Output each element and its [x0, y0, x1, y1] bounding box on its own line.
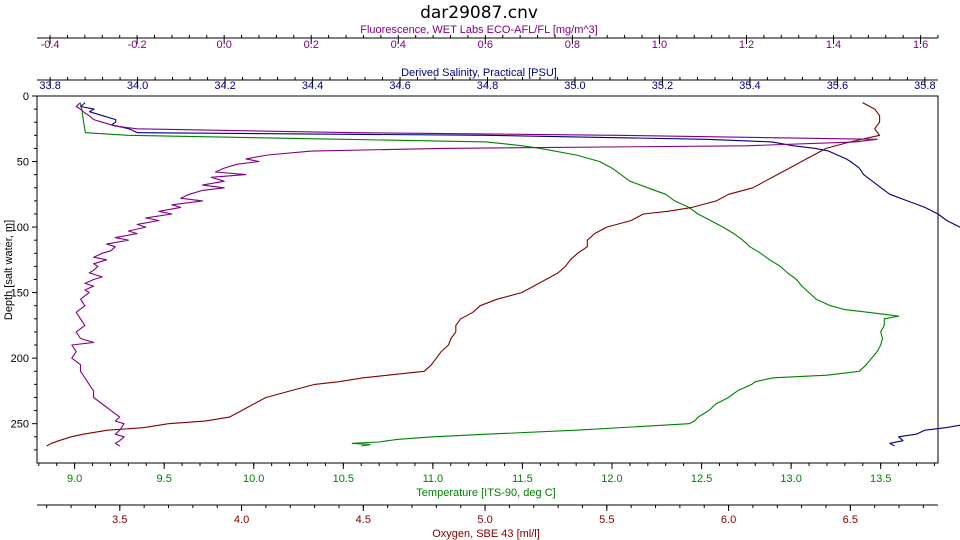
fluorescence-tick-label: 0.8: [565, 39, 580, 51]
oxygen-tick-label: 6.5: [843, 514, 858, 526]
temperature-tick-label: 12.0: [601, 473, 622, 485]
salinity-profile-line: [80, 102, 960, 447]
salinity-tick-label: 35.4: [739, 80, 760, 92]
oxygen-tick-label: 4.0: [234, 514, 249, 526]
salinity-tick-label: 34.8: [477, 80, 498, 92]
salinity-tick-label: 35.0: [564, 80, 585, 92]
fluorescence-tick-label: -0.2: [128, 39, 147, 51]
temperature-tick-label: 9.0: [67, 473, 82, 485]
chart-title: dar29087.cnv: [420, 3, 538, 23]
depth-tick-label: 150: [11, 288, 29, 300]
axes-layer: -0.4 -0.2 0.0 0.2 0.4 0.6 0.8 1.0 1.2 1.4 1.6 33.8 3…: [11, 35, 939, 526]
temperature-tick-label: 11.5: [512, 473, 533, 485]
temperature-tick-label: 12.5: [691, 473, 712, 485]
oxygen-tick-label: 4.5: [356, 514, 371, 526]
fluorescence-tick-label: 0.0: [217, 39, 232, 51]
oxygen-tick-label: 5.0: [477, 514, 492, 526]
depth-tick-label: 250: [11, 419, 29, 431]
fluorescence-tick-label: 0.6: [478, 39, 493, 51]
depth-axis-label: Depth [salt water, m]: [3, 220, 15, 320]
fluorescence-tick-label: 0.2: [304, 39, 319, 51]
fluorescence-profile-line: [71, 102, 878, 447]
salinity-axis-label: Derived Salinity, Practical [PSU]: [401, 67, 557, 79]
oxygen-tick-label: 6.0: [721, 514, 736, 526]
temperature-tick-label: 13.0: [780, 473, 801, 485]
temperature-profile-line: [79, 102, 900, 447]
fluorescence-tick-label: 0.4: [391, 39, 406, 51]
oxygen-profile-line: [46, 102, 881, 447]
fluorescence-tick-label: 1.2: [739, 39, 754, 51]
fluorescence-tick-label: -0.4: [41, 39, 60, 51]
series-layer: [46, 102, 960, 447]
temperature-tick-label: 10.0: [243, 473, 264, 485]
salinity-tick-label: 35.6: [827, 80, 848, 92]
oxygen-axis-label: Oxygen, SBE 43 [ml/l]: [432, 528, 540, 540]
fluorescence-tick-label: 1.4: [826, 39, 841, 51]
oxygen-tick-label: 5.5: [599, 514, 614, 526]
temperature-tick-label: 13.5: [870, 473, 891, 485]
depth-tick-label: 100: [11, 222, 29, 234]
salinity-tick-label: 35.8: [914, 80, 935, 92]
depth-tick-label: 50: [17, 157, 29, 169]
salinity-tick-label: 34.4: [302, 80, 323, 92]
salinity-tick-label: 34.2: [214, 80, 235, 92]
salinity-tick-label: 34.6: [389, 80, 410, 92]
temperature-tick-label: 9.5: [157, 473, 172, 485]
temperature-tick-label: 10.5: [333, 473, 354, 485]
salinity-tick-label: 34.0: [127, 80, 148, 92]
oxygen-tick-label: 3.5: [112, 514, 127, 526]
depth-tick-label: 200: [11, 353, 29, 365]
fluorescence-tick-label: 1.6: [913, 39, 928, 51]
salinity-tick-label: 35.2: [652, 80, 673, 92]
temperature-tick-label: 11.0: [423, 473, 444, 485]
salinity-tick-label: 33.8: [39, 80, 60, 92]
depth-tick-label: 0: [23, 91, 29, 103]
temperature-axis-label: Temperature [ITS-90, deg C]: [416, 487, 555, 499]
fluorescence-axis-label: Fluorescence, WET Labs ECO-AFL/FL [mg/m^…: [360, 24, 597, 36]
fluorescence-tick-label: 1.0: [652, 39, 667, 51]
